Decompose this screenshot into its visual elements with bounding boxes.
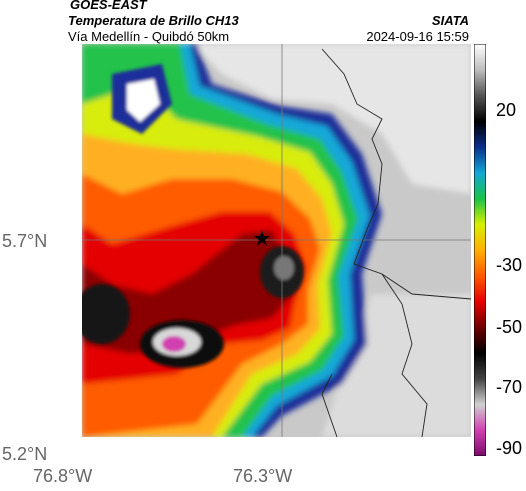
lon-label: 76.8°W — [33, 466, 93, 486]
boundary-line — [321, 373, 338, 437]
boundary-line — [381, 273, 428, 437]
product-title: Temperatura de Brillo CH13 — [68, 13, 239, 28]
colorbar-tick: 20 — [496, 100, 517, 120]
lon-label: 76.3°W — [233, 466, 293, 486]
colorbar-tick: -70 — [496, 377, 523, 397]
satellite-name: GOES-EAST — [70, 0, 147, 12]
colorbar-tick: -50 — [496, 317, 523, 337]
colorbar-tick: -90 — [496, 438, 523, 458]
boundary-line — [321, 48, 471, 300]
brightness-temperature-map[interactable] — [82, 44, 471, 437]
org-label: SIATA — [431, 13, 469, 28]
route-subtitle: Vía Medellín - Quibdó 50km — [68, 29, 230, 44]
colorbar — [474, 44, 486, 456]
site-star-marker[interactable] — [254, 230, 270, 246]
colorbar-tick: -30 — [496, 255, 523, 275]
lat-label: 5.2°N — [2, 444, 48, 464]
lat-label: 5.7°N — [2, 231, 48, 251]
timestamp: 2024-09-16 15:59 — [366, 29, 469, 44]
